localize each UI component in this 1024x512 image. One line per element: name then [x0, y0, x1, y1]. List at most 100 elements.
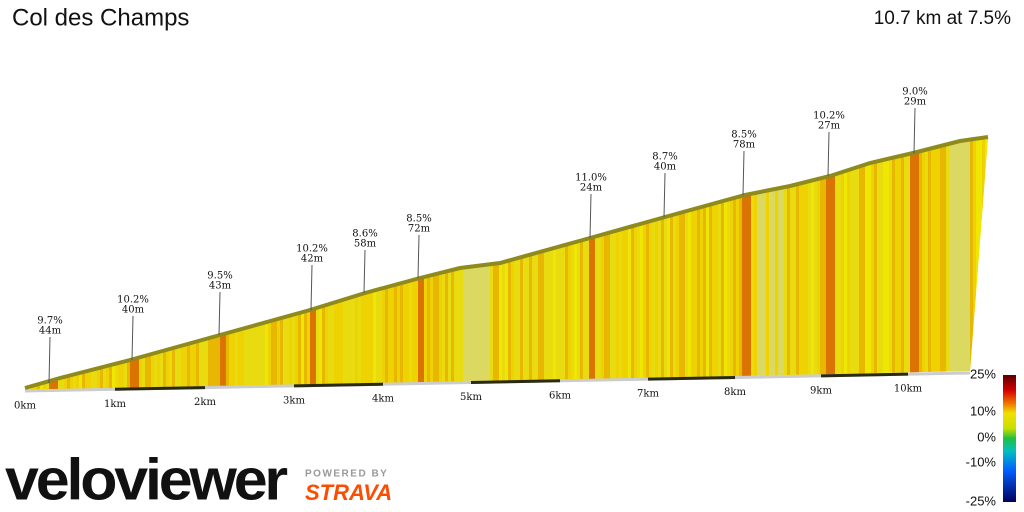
stripe	[34, 137, 37, 392]
strava: STRAVA	[305, 480, 392, 505]
stripe	[361, 137, 364, 392]
stripe	[241, 137, 244, 392]
stripe	[778, 137, 781, 392]
stripe	[862, 137, 865, 392]
stripe	[214, 137, 217, 392]
stripe	[964, 137, 967, 392]
annotation-length: 40m	[654, 162, 677, 173]
stripe	[688, 137, 691, 392]
stripe	[844, 137, 847, 392]
stripe	[385, 137, 388, 392]
km-segment	[114, 386, 206, 391]
stripe	[421, 137, 424, 392]
distance-label: 7km	[637, 389, 659, 400]
stripe	[280, 137, 283, 392]
scale-label: -25%	[966, 493, 997, 508]
stripe	[355, 137, 358, 392]
stripe	[865, 137, 868, 392]
km-segment	[293, 382, 384, 388]
stripe	[961, 137, 964, 392]
stripe	[166, 137, 169, 392]
stripe	[382, 137, 385, 392]
scale-label: 10%	[970, 403, 996, 418]
stripe	[952, 137, 955, 392]
stripe	[88, 137, 91, 392]
stripe	[676, 137, 679, 392]
annotation-length: 40m	[122, 305, 145, 316]
stripe	[31, 137, 34, 392]
stripe	[127, 137, 130, 392]
stripe	[463, 137, 466, 392]
stripe	[937, 137, 940, 392]
leader-line	[913, 107, 916, 154]
stripe	[208, 137, 211, 392]
stripe	[781, 137, 784, 392]
stripe	[775, 137, 778, 392]
stripe	[433, 137, 436, 392]
stripe	[568, 137, 571, 392]
stripe	[667, 137, 670, 392]
leader-line	[363, 249, 366, 294]
stripe	[682, 137, 685, 392]
stripe	[634, 137, 637, 392]
stripe	[217, 137, 220, 392]
annotation-grade: 10.2%	[117, 295, 149, 306]
stripe	[817, 137, 820, 392]
stripe	[187, 137, 190, 392]
distance-label: 6km	[549, 390, 571, 401]
stripe	[412, 137, 415, 392]
stripe	[76, 137, 79, 392]
stripe	[679, 137, 682, 392]
stripe	[340, 137, 343, 392]
stripe	[949, 137, 952, 392]
stripe	[196, 137, 199, 392]
distance-label: 5km	[460, 392, 482, 403]
stripe	[928, 137, 931, 392]
stripe	[529, 137, 532, 392]
annotation-length: 43m	[209, 281, 232, 292]
stripe	[700, 137, 703, 392]
stripe	[79, 137, 82, 392]
stripe	[97, 137, 100, 392]
stripe	[640, 137, 643, 392]
leader-line	[417, 234, 420, 279]
stripe	[703, 137, 706, 392]
stripe	[886, 137, 889, 392]
leader-line	[310, 264, 313, 311]
stripe	[973, 137, 976, 392]
stripe	[760, 137, 763, 392]
stripe	[829, 137, 832, 392]
scale-label: 0%	[977, 429, 996, 444]
stripe	[874, 137, 877, 392]
stripe	[232, 137, 235, 392]
stripe	[499, 137, 502, 392]
stripe	[445, 137, 448, 392]
stripe	[439, 137, 442, 392]
stripe	[487, 137, 490, 392]
stripe	[736, 137, 739, 392]
annotation-length: 78m	[733, 140, 756, 151]
stripe	[796, 137, 799, 392]
annotation-grade: 10.2%	[296, 244, 328, 255]
stripe	[748, 137, 751, 392]
annotation-grade: 10.2%	[813, 111, 845, 122]
leader-line	[48, 336, 51, 384]
stripe	[757, 137, 760, 392]
stripe	[43, 137, 46, 392]
color-scale	[1003, 375, 1016, 502]
stripe	[271, 137, 274, 392]
stripe	[715, 137, 718, 392]
stripe	[910, 137, 913, 392]
stripe	[553, 137, 556, 392]
stripe	[868, 137, 871, 392]
stripe	[733, 137, 736, 392]
stripe	[466, 137, 469, 392]
stripe	[979, 137, 982, 392]
stripe	[739, 137, 742, 392]
stripe	[493, 137, 496, 392]
stripe	[190, 137, 193, 392]
distance-label: 9km	[810, 385, 832, 396]
summary: 10.7 km at 7.5%	[874, 8, 1011, 29]
stripe	[901, 137, 904, 392]
stripe	[799, 137, 802, 392]
